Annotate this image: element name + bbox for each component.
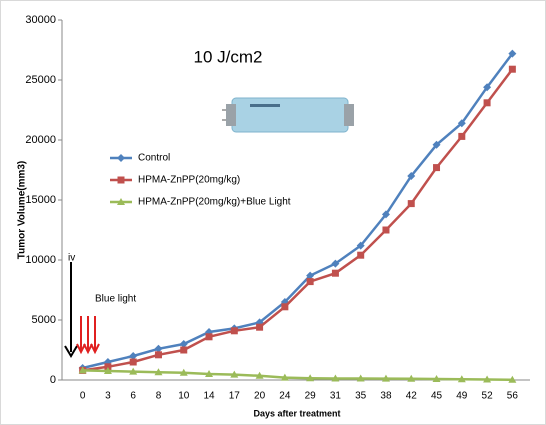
marker	[154, 344, 163, 353]
marker	[280, 373, 289, 381]
x-tick-label: 17	[229, 391, 241, 402]
arrows	[64, 262, 100, 358]
x-tick-label: 8	[156, 391, 162, 402]
marker	[356, 374, 365, 382]
series-line	[82, 52, 514, 370]
x-tick-label: 31	[330, 391, 342, 402]
legend-label: HPMA-ZnPP(20mg/kg)	[138, 175, 240, 186]
marker	[179, 368, 188, 376]
legend-label: Control	[138, 153, 170, 164]
y-tick-label: 5000	[32, 314, 56, 326]
marker	[306, 374, 315, 382]
marker	[331, 374, 340, 382]
y-axis-label: Tumor Volume(mm3)	[17, 161, 28, 260]
marker	[103, 367, 112, 374]
marker	[306, 278, 314, 286]
marker	[180, 346, 188, 354]
x-tick-label: 42	[406, 391, 418, 402]
x-tick-label: 56	[507, 391, 519, 402]
x-tick-label: 49	[456, 391, 468, 402]
marker	[433, 164, 441, 172]
marker	[483, 375, 492, 383]
x-tick-label: 38	[380, 391, 392, 402]
legend-marker	[117, 198, 125, 205]
marker	[483, 99, 491, 107]
marker	[154, 368, 163, 376]
series-line	[82, 369, 513, 382]
marker	[306, 271, 315, 280]
legend-entry: HPMA-ZnPP(20mg/kg)	[110, 175, 240, 186]
marker	[407, 374, 416, 382]
marker	[407, 200, 415, 208]
x-tick-label: 29	[305, 391, 317, 402]
legend-entry: HPMA-ZnPP(20mg/kg)+Blue Light	[110, 197, 291, 208]
annotation: iv	[68, 253, 75, 264]
marker	[255, 371, 264, 379]
marker	[331, 259, 340, 268]
lamp	[222, 97, 354, 133]
y-tick-label: 20000	[25, 134, 56, 146]
x-tick-label: 52	[482, 391, 494, 402]
legend-marker	[117, 176, 125, 184]
chart-title: 10 J/cm2	[194, 47, 263, 66]
x-tick-label: 3	[105, 391, 111, 402]
y-tick-label: 15000	[25, 194, 56, 206]
marker	[104, 363, 112, 371]
marker	[205, 370, 214, 377]
marker	[230, 370, 239, 378]
y-tick-label: 0	[50, 374, 56, 386]
marker	[129, 352, 138, 360]
legend-marker	[117, 154, 125, 162]
marker	[256, 323, 264, 331]
x-tick-label: 0	[80, 391, 86, 402]
marker	[129, 367, 138, 375]
x-tick-label: 6	[130, 391, 136, 402]
marker	[205, 333, 213, 341]
marker	[281, 303, 289, 311]
series-line	[82, 68, 514, 372]
marker	[407, 172, 416, 180]
marker	[457, 375, 466, 383]
marker	[230, 327, 238, 335]
x-tick-label: 35	[355, 391, 367, 402]
x-axis-label: Days after treatment	[253, 408, 340, 418]
marker	[508, 375, 517, 383]
legend-entry: Control	[110, 153, 170, 164]
marker	[78, 366, 87, 374]
y-tick-label: 25000	[25, 74, 56, 86]
marker	[458, 132, 466, 140]
marker	[331, 269, 339, 277]
x-tick-label: 14	[203, 391, 215, 402]
marker	[508, 65, 516, 73]
marker	[129, 358, 137, 366]
marker	[483, 83, 492, 92]
marker	[154, 351, 162, 359]
marker	[432, 375, 441, 383]
marker	[382, 226, 390, 234]
x-tick-label: 45	[431, 391, 443, 402]
marker	[508, 49, 517, 58]
annotation: Blue light	[95, 294, 136, 305]
marker	[381, 374, 390, 382]
x-tick-label: 24	[279, 391, 291, 402]
marker	[457, 119, 466, 128]
marker	[356, 241, 365, 250]
marker	[381, 210, 390, 219]
y-tick-label: 10000	[25, 254, 56, 266]
x-tick-label: 10	[178, 391, 190, 402]
marker	[357, 251, 365, 259]
x-tick-label: 20	[254, 391, 266, 402]
y-tick-label: 30000	[25, 14, 56, 26]
marker	[432, 140, 441, 149]
marker	[179, 340, 188, 348]
legend-label: HPMA-ZnPP(20mg/kg)+Blue Light	[138, 197, 291, 208]
